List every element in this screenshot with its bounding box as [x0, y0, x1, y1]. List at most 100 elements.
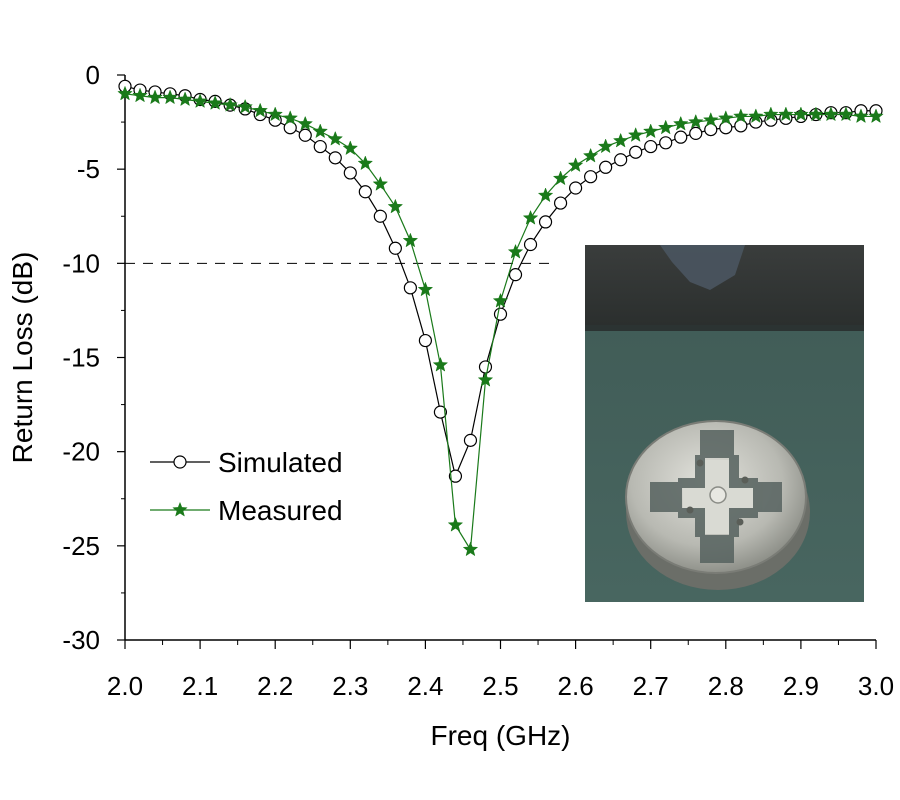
point-measured [222, 96, 238, 112]
x-axis-title: Freq (GHz) [431, 720, 571, 751]
point-simulated [173, 455, 187, 469]
point-measured [778, 106, 794, 122]
x-tick-label: 2.6 [558, 671, 594, 701]
point-measured [672, 115, 689, 131]
point-measured [312, 123, 329, 139]
axis-titles: Freq (GHz) Return Loss (dB) [7, 252, 571, 751]
point-measured [853, 108, 869, 124]
point-measured [252, 102, 268, 118]
point-measured [808, 106, 824, 122]
point-simulated [644, 139, 658, 154]
point-simulated [689, 126, 703, 140]
y-tick-label: -30 [62, 625, 100, 655]
point-simulated [568, 181, 583, 195]
x-tick-label: 2.3 [332, 671, 368, 701]
series-layer [117, 79, 884, 557]
point-measured [267, 106, 283, 122]
series-measured [117, 85, 884, 557]
point-simulated [433, 405, 448, 419]
point-measured [597, 138, 614, 154]
point-measured [537, 187, 554, 203]
point-simulated [418, 333, 432, 348]
point-measured [582, 147, 599, 163]
point-measured [417, 281, 434, 297]
x-tick-label: 2.9 [783, 671, 819, 701]
point-measured [282, 110, 299, 125]
point-simulated [463, 433, 478, 447]
antenna-photo-inset [585, 245, 864, 602]
point-simulated [584, 170, 598, 184]
point-measured [838, 106, 854, 122]
x-tick-label: 2.5 [482, 671, 518, 701]
point-measured [357, 155, 374, 171]
point-measured [462, 541, 479, 557]
point-simulated [448, 469, 463, 483]
x-tick-label: 2.2 [257, 671, 293, 701]
point-simulated [659, 136, 673, 150]
y-tick-label: -15 [62, 343, 100, 373]
point-simulated [614, 153, 628, 167]
point-measured [162, 89, 178, 105]
point-simulated [328, 151, 342, 165]
x-tick-label: 2.4 [407, 671, 443, 701]
point-simulated [358, 185, 372, 199]
point-measured [687, 113, 704, 129]
point-measured [507, 243, 524, 259]
legend-label: Simulated [218, 447, 343, 478]
point-simulated [629, 145, 643, 159]
legend-item-measured: Measured [150, 495, 343, 526]
point-measured [793, 106, 809, 122]
point-simulated [553, 196, 568, 210]
y-tick-label: 0 [86, 60, 100, 90]
axes: 0 -5 -10 -15 -20 -25 -302.0 2.1 2.2 2.3 2.4 2.5 2.6 2… [62, 60, 894, 701]
point-measured [763, 106, 779, 122]
point-measured [492, 292, 509, 308]
point-simulated [343, 166, 357, 180]
x-tick-label: 2.0 [107, 671, 143, 701]
point-simulated [599, 160, 613, 174]
point-measured [748, 108, 764, 124]
point-measured [657, 119, 674, 135]
point-measured [432, 356, 449, 372]
point-simulated [493, 307, 508, 321]
point-measured [567, 157, 584, 173]
point-measured [327, 130, 344, 146]
point-measured [297, 115, 314, 131]
y-tick-label: -10 [62, 248, 100, 278]
y-tick-label: -5 [77, 154, 100, 184]
legend: Simulated Measured [150, 447, 343, 526]
point-simulated [508, 268, 523, 282]
point-measured [132, 87, 148, 103]
x-tick-label: 3.0 [858, 671, 894, 701]
point-measured [522, 209, 539, 225]
point-measured [823, 106, 839, 122]
point-measured [612, 132, 629, 148]
x-tick-label: 2.1 [182, 671, 218, 701]
point-measured [207, 95, 223, 110]
point-measured [342, 140, 359, 156]
point-simulated [313, 139, 327, 154]
point-measured [702, 112, 719, 127]
point-measured [192, 93, 208, 108]
point-measured [147, 89, 163, 105]
point-simulated [478, 360, 493, 374]
x-tick-label: 2.7 [633, 671, 669, 701]
point-measured [718, 110, 734, 125]
point-measured [642, 123, 659, 139]
point-measured [868, 108, 884, 124]
point-simulated [674, 130, 688, 144]
point-measured [477, 371, 494, 387]
y-tick-label: -20 [62, 437, 100, 467]
point-measured [237, 98, 253, 114]
point-simulated [538, 215, 553, 229]
legend-label: Measured [218, 495, 343, 526]
point-measured [627, 127, 644, 142]
y-axis-title: Return Loss (dB) [7, 252, 38, 464]
x-tick-label: 2.8 [708, 671, 744, 701]
point-simulated [388, 241, 402, 255]
point-measured [172, 501, 188, 517]
point-simulated [373, 209, 387, 223]
point-measured [447, 516, 464, 532]
point-measured [177, 91, 193, 107]
point-measured [117, 85, 133, 101]
